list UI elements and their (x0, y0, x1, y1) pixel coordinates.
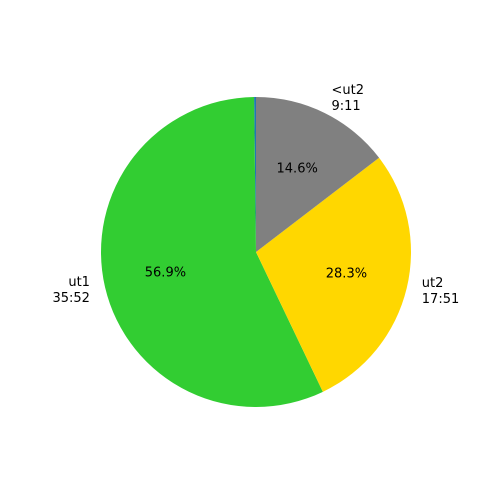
percent-label: 28.3% (325, 266, 368, 282)
slice-label: ut1 35:52 (52, 274, 90, 306)
percent-label: 14.6% (276, 161, 318, 177)
pie-slice (101, 97, 323, 408)
slice-label: ut2 17:51 (421, 275, 460, 307)
percent-label: 56.9% (144, 265, 187, 281)
slice-label: <ut2 9:11 (331, 83, 364, 115)
pie-slice (256, 97, 380, 252)
pie-slice (256, 157, 411, 392)
pie-slice (254, 97, 256, 252)
